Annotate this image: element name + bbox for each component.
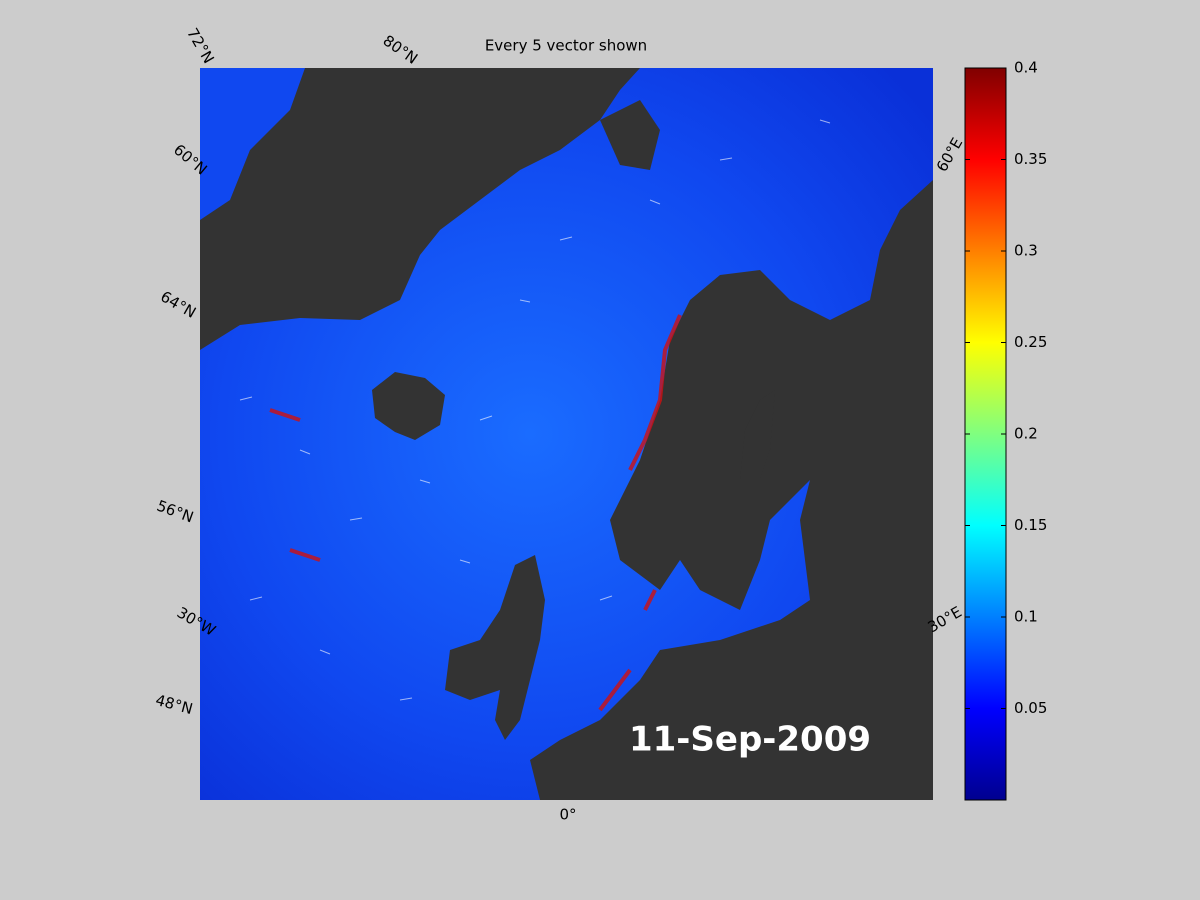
vector-hints xyxy=(239,119,831,701)
colorbar-tick-label: 0.05 xyxy=(1014,699,1047,717)
colorbar-tick-label: 0.25 xyxy=(1014,333,1047,351)
colorbar-tick-label: 0.1 xyxy=(1014,608,1038,626)
graticule-label: 56°N xyxy=(154,497,196,527)
ocean xyxy=(200,68,933,800)
map-title: Every 5 vector shown xyxy=(485,37,647,55)
baltic-land xyxy=(740,390,775,480)
graticule-label: 72°N xyxy=(183,25,217,67)
graticule-label: 48°N xyxy=(154,691,195,718)
colorbar xyxy=(964,67,1007,801)
colorbar-tick-label: 0.35 xyxy=(1014,150,1047,168)
colorbar-tick-label: 0.4 xyxy=(1014,59,1038,77)
iceland xyxy=(372,372,445,440)
date-label: 11-Sep-2009 xyxy=(629,720,871,760)
graticule-label: 80°N xyxy=(380,31,421,67)
colorbar-axis: 0.05 0.1 0.15 0.2 0.25 0.3 0.35 0.4 xyxy=(965,59,1047,717)
ocean-north-west xyxy=(200,68,305,220)
british-isles xyxy=(445,555,545,740)
colorbar-tick-label: 0.3 xyxy=(1014,242,1038,260)
graticule-label: 64°N xyxy=(157,287,199,321)
svalbard xyxy=(600,100,660,170)
map xyxy=(200,68,933,800)
colorbar-tick-label: 0.15 xyxy=(1014,516,1047,534)
graticule-label: 60°E xyxy=(933,135,967,175)
coastal-jet xyxy=(269,314,682,712)
graticule-label: 0° xyxy=(559,806,576,824)
colorbar-tick-label: 0.2 xyxy=(1014,425,1038,443)
